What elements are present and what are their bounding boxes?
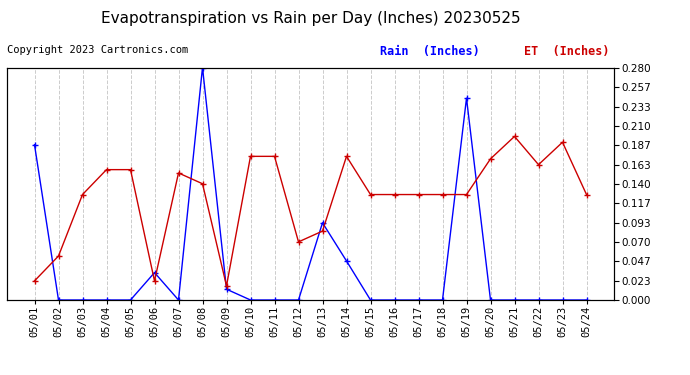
Text: ET  (Inches): ET (Inches) bbox=[524, 45, 610, 58]
Text: Evapotranspiration vs Rain per Day (Inches) 20230525: Evapotranspiration vs Rain per Day (Inch… bbox=[101, 11, 520, 26]
Text: Rain  (Inches): Rain (Inches) bbox=[380, 45, 480, 58]
Text: Copyright 2023 Cartronics.com: Copyright 2023 Cartronics.com bbox=[7, 45, 188, 55]
